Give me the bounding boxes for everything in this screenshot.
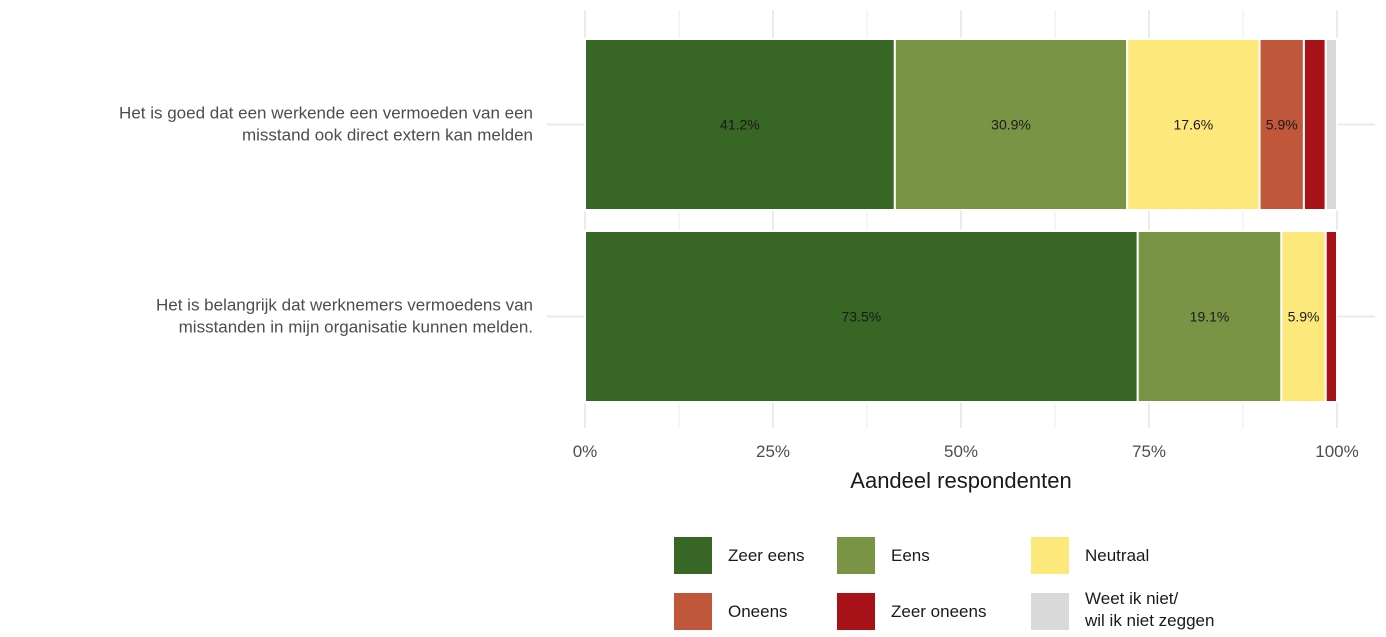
bar-segment: [1324, 230, 1338, 403]
bar-value-label: 5.9%: [1266, 117, 1298, 133]
legend-label: Zeer eens: [728, 546, 805, 565]
legend-swatch: [1031, 537, 1069, 574]
bar-value-label: 73.5%: [842, 309, 882, 325]
legend-label: Neutraal: [1085, 546, 1149, 565]
legend-swatch: [837, 593, 875, 630]
bar-value-label: 41.2%: [720, 117, 760, 133]
bar-value-label: 17.6%: [1174, 117, 1214, 133]
legend-swatch: [837, 537, 875, 574]
category-label: Het is belangrijk dat werknemers vermoed…: [156, 296, 533, 337]
legend: Zeer eens Eens Neutraal Oneens Zeer oneens We…: [674, 537, 1214, 630]
x-tick-labels: 0% 25% 50% 75% 100%: [573, 442, 1359, 461]
bar-value-labels: 41.2% 30.9% 17.6% 5.9% 73.5% 19.1% 5.9%: [720, 117, 1319, 325]
bars: [584, 38, 1338, 403]
bar-value-label: 19.1%: [1190, 309, 1230, 325]
legend-label: Eens: [891, 546, 930, 565]
legend-swatch: [674, 537, 712, 574]
legend-label: Oneens: [728, 602, 788, 621]
x-tick-label: 50%: [944, 442, 978, 461]
x-tick-label: 100%: [1315, 442, 1358, 461]
bar-segment: [1280, 230, 1327, 403]
bar-value-label: 30.9%: [991, 117, 1031, 133]
x-tick-label: 75%: [1132, 442, 1166, 461]
bar-segment: [584, 230, 1139, 403]
bar-segment: [584, 38, 896, 211]
legend-label: Weet ik niet/wil ik niet zeggen: [1084, 589, 1214, 630]
bar-segment: [1258, 38, 1305, 211]
bar-value-label: 5.9%: [1288, 309, 1320, 325]
legend-swatch: [674, 593, 712, 630]
category-label: Het is goed dat een werkende een vermoed…: [119, 104, 533, 145]
category-labels: Het is goed dat een werkende een vermoed…: [119, 104, 533, 337]
x-tick-label: 25%: [756, 442, 790, 461]
bar-segment: [893, 38, 1129, 211]
bar-segment: [1302, 38, 1327, 211]
legend-swatch: [1031, 593, 1069, 630]
bar-segment: [1126, 38, 1261, 211]
x-axis-title: Aandeel respondenten: [850, 468, 1071, 493]
x-tick-label: 0%: [573, 442, 598, 461]
bar-segment: [1324, 38, 1338, 211]
legend-label: Zeer oneens: [891, 602, 986, 621]
